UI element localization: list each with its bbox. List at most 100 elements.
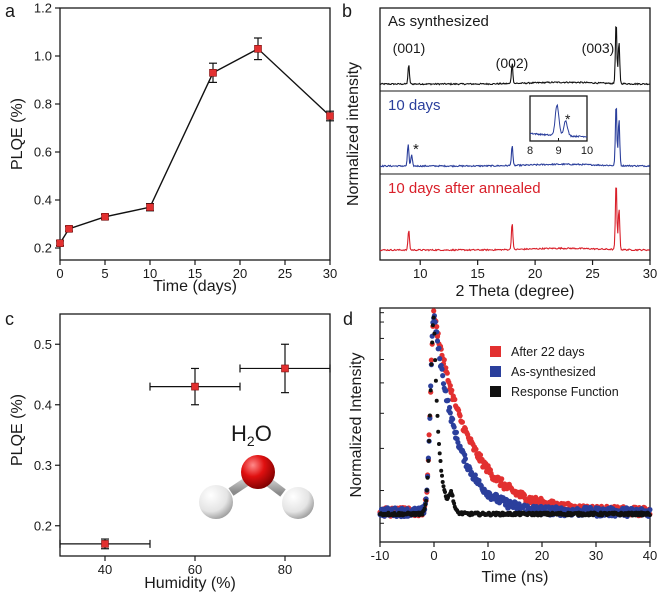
panel-c-point-1 — [191, 382, 199, 391]
panel-d-xtick-label-0: -10 — [371, 548, 390, 563]
legend-swatch-as-synthesized — [490, 366, 501, 377]
oxygen-atom — [241, 455, 275, 489]
panel-c-xtick-label-2: 80 — [278, 562, 292, 577]
panel-c-ytick-label-3: 0.5 — [34, 337, 52, 352]
panel-letter-b: b — [342, 1, 352, 21]
panel-d-point-0 — [428, 357, 434, 363]
panel-a-ytick-label-0: 0.2 — [34, 241, 52, 256]
panel-d-point-1 — [428, 383, 434, 389]
panel-a-marks — [56, 37, 334, 247]
panel-c-ytick-label-0: 0.2 — [34, 518, 52, 533]
panel-c: c 40 60 80 0.2 0.3 0.4 0.5 H2O — [5, 309, 331, 592]
hydrogen-atom-right — [282, 487, 314, 519]
panel-c-xtick-label-0: 40 — [98, 562, 112, 577]
panel-b-xtick-label-1: 15 — [470, 266, 484, 281]
panel-d-point-1 — [437, 356, 443, 362]
panel-d-point-1 — [443, 388, 449, 394]
panel-d-point-0 — [441, 357, 447, 363]
panel-a-ticks: 0 5 10 15 20 25 30 0.2 0.4 0.6 0.8 1.0 1.2 — [34, 1, 337, 282]
panel-c-ticks: 40 60 80 0.2 0.3 0.4 0.5 — [34, 337, 292, 577]
panel-b-frame — [379, 7, 651, 261]
panel-d-point-0 — [447, 383, 453, 389]
panel-d-point-1 — [455, 439, 461, 445]
panel-d-point-2 — [425, 475, 430, 480]
panel-b: b 10 15 20 25 30 As synthesized 10 days 10 d… — [342, 1, 657, 300]
panel-b-curve-1 — [380, 107, 650, 168]
panel-c-ylabel: PLQE (%) — [9, 394, 26, 466]
hydrogen-atom-left — [199, 485, 233, 519]
panel-d-point-2 — [433, 378, 438, 383]
panel-d-point-2 — [452, 501, 457, 506]
panel-b-ylabel: Normalized intensity — [345, 62, 362, 206]
panel-a-ytick-label-4: 1.0 — [34, 49, 52, 64]
panel-d-point-1 — [445, 397, 451, 403]
panel-d-point-1 — [472, 472, 478, 478]
legend-swatch-response-function — [490, 386, 501, 397]
panel-d-point-2 — [647, 513, 652, 518]
panel-d-legend: After 22 days As-synthesized Response Fu… — [490, 345, 619, 399]
panel-a-point-5 — [254, 44, 262, 53]
inset-marks: 8 9 10 — [527, 103, 593, 157]
panel-b-xtick-label-0: 10 — [413, 266, 427, 281]
panel-d-point-1 — [447, 410, 453, 416]
panel-d-point-0 — [457, 413, 463, 419]
panel-d-point-2 — [428, 388, 433, 393]
panel-d-point-2 — [431, 315, 436, 320]
panel-c-point-0 — [101, 540, 109, 548]
panel-c-marks — [59, 343, 331, 550]
panel-d-point-2 — [441, 484, 446, 489]
panel-a-point-2 — [101, 213, 109, 221]
series-label-10-days: 10 days — [388, 97, 441, 114]
panel-c-frame — [59, 313, 331, 557]
panel-d-series-0 — [377, 308, 653, 519]
panel-d-point-2 — [435, 413, 440, 418]
panel-c-ytick-label-2: 0.4 — [34, 397, 52, 412]
panel-d-point-0 — [499, 476, 505, 482]
panel-d-point-2 — [443, 490, 447, 494]
panel-c-xtick-label-1: 60 — [188, 562, 202, 577]
panel-d-point-2 — [424, 488, 429, 493]
panel-d-xtick-label-1: 0 — [430, 548, 437, 563]
panel-b-marks — [379, 25, 650, 252]
panel-a-xtick-label-4: 20 — [233, 266, 247, 281]
panel-d-point-0 — [426, 432, 432, 438]
panel-d-point-2 — [437, 451, 442, 456]
panel-a-ytick-label-2: 0.6 — [34, 145, 52, 160]
panel-d-point-2 — [450, 493, 455, 498]
panel-d-frame — [379, 307, 651, 543]
water-formula: H2O — [231, 421, 272, 449]
panel-a-xtick-label-2: 10 — [143, 266, 157, 281]
water-molecule-illustration — [199, 455, 314, 519]
panel-d-point-1 — [447, 404, 453, 411]
panel-d-point-2 — [434, 398, 439, 403]
panel-d-point-2 — [437, 442, 441, 446]
panel-d: d -10 0 10 20 30 40 After 22 days As-synthesi… — [343, 307, 657, 586]
panel-d-point-1 — [462, 452, 468, 458]
panel-a-point-3 — [146, 203, 154, 211]
panel-d-point-1 — [462, 456, 468, 462]
panel-d-xtick-label-3: 20 — [535, 548, 549, 563]
panel-d-point-1 — [436, 345, 442, 351]
panel-d-point-2 — [427, 439, 432, 443]
panel-letter-a: a — [5, 1, 16, 21]
panel-d-series-2 — [378, 315, 652, 518]
panel-d-point-1 — [450, 416, 456, 422]
inset-curve — [529, 103, 588, 138]
water-formula-h: H — [231, 421, 247, 446]
panel-d-xtick-label-5: 40 — [643, 548, 657, 563]
panel-d-point-2 — [430, 323, 435, 328]
panel-a-xtick-label-5: 25 — [278, 266, 292, 281]
panel-a-xtick-label-0: 0 — [56, 266, 63, 281]
panel-d-point-1 — [451, 424, 457, 430]
panel-a: a 0 5 10 15 20 25 30 0.2 0.4 0.6 0.8 1.0 1.2 Time (d… — [5, 1, 337, 296]
inset-star-marker: * — [565, 111, 571, 127]
panel-d-xtick-label-4: 30 — [589, 548, 603, 563]
panel-a-point-4 — [209, 69, 217, 77]
peak-label-002: (002) — [496, 55, 529, 71]
panel-c-point-2 — [281, 364, 289, 373]
panel-d-point-2 — [423, 502, 428, 507]
panel-b-ticks: 10 15 20 25 30 — [413, 260, 657, 281]
panel-a-ytick-label-3: 0.8 — [34, 97, 52, 112]
panel-a-xlabel: Time (days) — [153, 278, 237, 295]
